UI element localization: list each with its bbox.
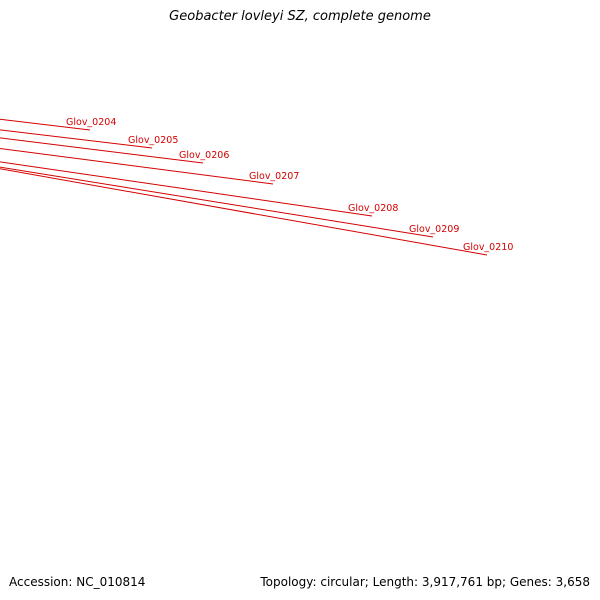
- topology-text: Topology: circular; Length: 3,917,761 bp…: [260, 575, 590, 589]
- map-title: Geobacter lovleyi SZ, complete genome: [169, 9, 431, 24]
- gene-label: Glov_0209: [409, 224, 459, 235]
- gene-label-leader: [0, 166, 434, 238]
- gene-label: Glov_0204: [66, 117, 116, 128]
- accession-text: Accession: NC_010814: [9, 575, 146, 589]
- gene-label-leader: [0, 168, 488, 256]
- gene-label-leader: [0, 137, 204, 164]
- gene-label: Glov_0206: [179, 150, 229, 161]
- gene-label: Glov_0205: [128, 135, 178, 146]
- gene-label: Glov_0207: [249, 171, 299, 182]
- gene-label: Glov_0210: [463, 242, 513, 253]
- gene-label-leader: [0, 118, 91, 131]
- gene-label-leader: [0, 161, 373, 217]
- gene-label-leader: [0, 148, 274, 185]
- gene-label: Glov_0208: [348, 203, 398, 214]
